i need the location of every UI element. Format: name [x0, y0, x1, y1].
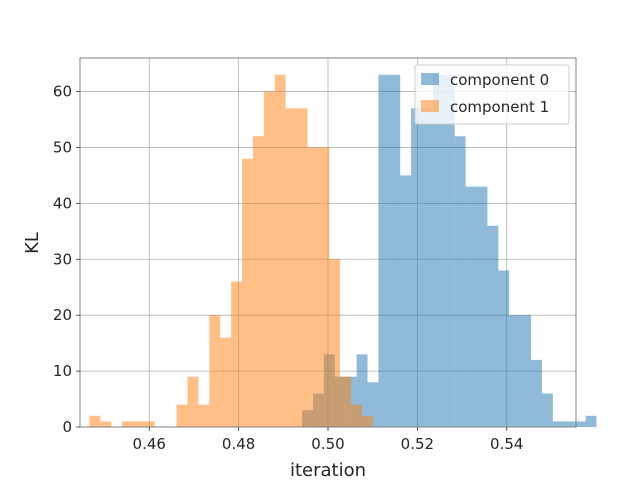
histogram-bar	[340, 376, 352, 427]
y-tick-label: 40	[53, 194, 72, 212]
histogram-bar	[585, 415, 597, 427]
histogram-bar	[187, 376, 199, 427]
histogram-bar	[220, 337, 232, 427]
histogram-bar	[498, 270, 510, 427]
x-tick-label: 0.54	[490, 435, 523, 453]
histogram-bar	[400, 175, 412, 427]
x-axis-title: iteration	[290, 460, 366, 480]
histogram-bar	[345, 376, 357, 427]
histogram-bar	[361, 415, 373, 427]
axis-ticks: 0.46 0.48 0.50 0.52 0.54 0 10 20 30 40 50 60	[53, 83, 524, 453]
series-component-0	[302, 74, 597, 428]
histogram-bar	[296, 108, 308, 428]
histogram-bar	[411, 108, 423, 428]
x-tick-label: 0.46	[133, 435, 166, 453]
histogram-bar	[100, 421, 112, 427]
histogram-bar	[422, 108, 433, 428]
histogram-bar	[318, 147, 330, 428]
y-tick-label: 60	[53, 83, 72, 101]
y-tick-label: 50	[53, 138, 72, 156]
histogram-bar	[541, 393, 553, 427]
histogram-bar	[454, 136, 466, 428]
histogram-bar	[509, 315, 521, 427]
histogram-bar	[563, 421, 575, 427]
histogram-bar	[274, 74, 286, 427]
histogram-bar	[143, 421, 155, 427]
histogram-bar	[252, 136, 264, 428]
legend-swatch-component-0	[421, 73, 439, 85]
histogram-bar	[487, 225, 499, 427]
histogram-bar	[122, 421, 133, 427]
histogram-bar	[351, 404, 362, 427]
y-tick-label: 20	[53, 306, 72, 324]
histogram-bar	[476, 186, 488, 427]
histogram-bar	[356, 354, 368, 427]
histogram-bar	[520, 315, 532, 427]
legend-frame	[414, 64, 570, 125]
histogram-bar	[307, 147, 319, 428]
histogram-bar	[231, 281, 243, 427]
histogram-bar	[132, 421, 144, 427]
histogram-bar	[465, 186, 477, 427]
histogram-bar	[389, 74, 401, 427]
histogram-bar	[198, 404, 210, 427]
x-tick-label: 0.48	[222, 435, 255, 453]
histogram-bar	[329, 259, 341, 427]
histogram-bar	[432, 74, 444, 427]
y-tick-label: 30	[53, 250, 72, 268]
histogram-bar	[378, 74, 390, 427]
legend-label-component-1: component 1	[450, 98, 549, 116]
x-tick-label: 0.52	[401, 435, 434, 453]
histogram-bar	[263, 91, 275, 427]
histogram-bar	[531, 359, 542, 427]
histogram-bar	[176, 404, 188, 427]
histogram-bars	[89, 74, 597, 428]
histogram-bar	[552, 421, 564, 427]
histogram-bar	[285, 108, 297, 428]
legend-label-component-0: component 0	[450, 71, 549, 89]
legend: component 0 component 1	[414, 64, 570, 125]
histogram-bar	[242, 158, 253, 428]
histogram-bar	[89, 415, 101, 427]
legend-swatch-component-1	[421, 100, 439, 112]
histogram-bar	[574, 421, 586, 427]
y-tick-label: 10	[53, 362, 72, 380]
y-axis-title: KL	[22, 232, 43, 254]
histogram-bar	[443, 74, 455, 427]
y-tick-label: 0	[62, 418, 72, 436]
series-component-1	[89, 74, 373, 428]
x-tick-label: 0.50	[311, 435, 344, 453]
histogram-bar	[367, 382, 379, 427]
histogram-bar	[209, 315, 221, 427]
